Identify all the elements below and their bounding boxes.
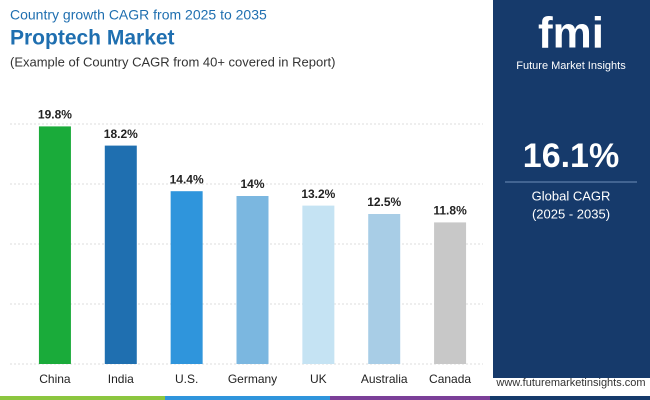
- bar: [38, 126, 71, 365]
- x-tick-label: India: [108, 372, 134, 386]
- x-tick-label: UK: [310, 372, 327, 386]
- bar: [368, 214, 401, 364]
- x-tick-label: Australia: [361, 372, 408, 386]
- x-tick-label: U.S.: [175, 372, 198, 386]
- bar: [170, 191, 203, 364]
- stripe: [165, 396, 330, 400]
- chart-subtitle: (Example of Country CAGR from 40+ covere…: [10, 54, 336, 69]
- x-tick-label: China: [39, 372, 71, 386]
- stripe: [0, 396, 165, 400]
- value-label: 13.2%: [301, 187, 335, 201]
- bar: [434, 222, 467, 364]
- value-label: 14.4%: [170, 172, 204, 186]
- bar: [236, 196, 269, 364]
- global-stat: 16.1%: [523, 137, 619, 175]
- value-label: 12.5%: [367, 195, 401, 209]
- stripe: [330, 396, 490, 400]
- footer-url: www.futuremarketinsights.com: [495, 377, 645, 389]
- x-tick-label: Canada: [429, 372, 471, 386]
- bar: [104, 145, 137, 364]
- brand-name: Future Market Insights: [516, 60, 626, 72]
- value-label: 14%: [240, 177, 264, 191]
- chart-title: Proptech Market: [10, 27, 175, 50]
- kicker: Country growth CAGR from 2025 to 2035: [10, 7, 267, 23]
- brand-logo: fmi: [538, 9, 604, 58]
- value-label: 19.8%: [38, 108, 72, 122]
- stat-period: (2025 - 2035): [532, 206, 610, 221]
- sidebar: [493, 0, 650, 378]
- stripe: [490, 396, 650, 400]
- stat-label: Global CAGR: [532, 188, 611, 203]
- bar: [302, 205, 335, 364]
- value-label: 18.2%: [104, 127, 138, 141]
- value-label: 11.8%: [433, 204, 467, 218]
- x-tick-label: Germany: [228, 372, 277, 386]
